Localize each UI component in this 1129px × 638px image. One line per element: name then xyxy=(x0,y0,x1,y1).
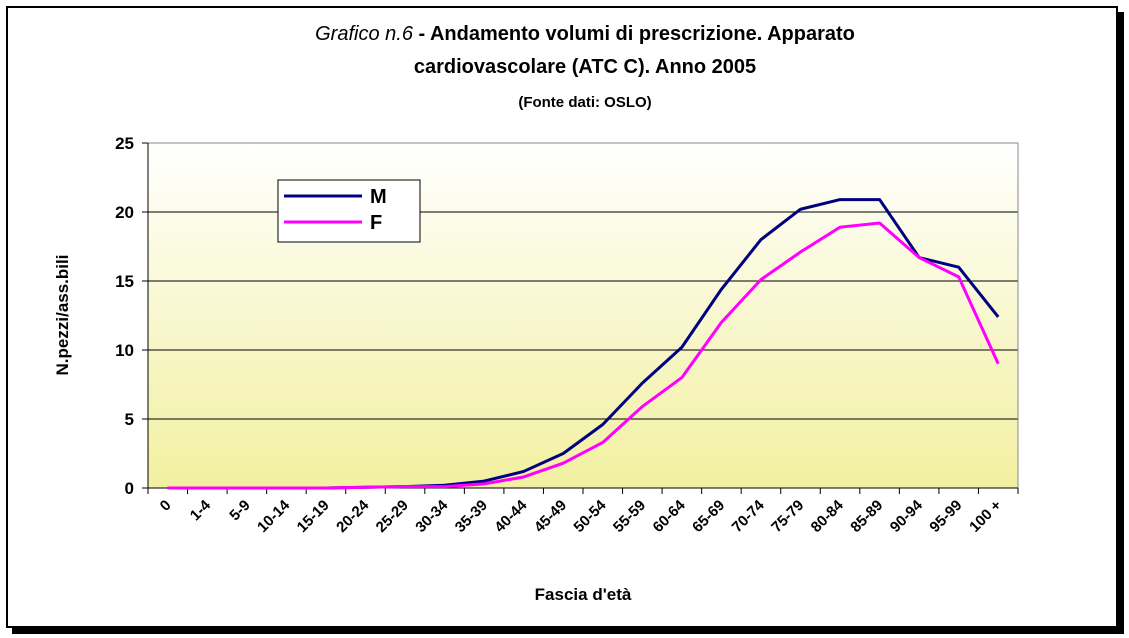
series-line xyxy=(167,221,1000,490)
chart-title: cardiovascolare (ATC C). Anno 2005 xyxy=(414,56,756,78)
y-tick-label: 10 xyxy=(115,341,134,360)
y-tick-label: 5 xyxy=(125,410,134,429)
y-axis-title: N.pezzi/ass.bili xyxy=(53,255,72,376)
y-tick-label: 20 xyxy=(115,203,134,222)
x-axis-title: Fascia d'età xyxy=(535,585,632,604)
title-part: - Andamento volumi di prescrizione. Appa… xyxy=(419,23,855,45)
y-tick-label: 0 xyxy=(125,479,134,498)
legend-box xyxy=(277,179,421,243)
legend-label: F xyxy=(370,212,382,234)
y-tick-label: 15 xyxy=(115,272,134,291)
chart-subtitle: (Fonte dati: OSLO) xyxy=(518,94,651,111)
legend-label: M xyxy=(370,186,387,208)
y-tick-label: 25 xyxy=(115,134,134,153)
chart-title: Grafico n.6 - Andamento volumi di prescr… xyxy=(315,23,855,45)
title-part: Grafico n.6 xyxy=(315,23,414,45)
